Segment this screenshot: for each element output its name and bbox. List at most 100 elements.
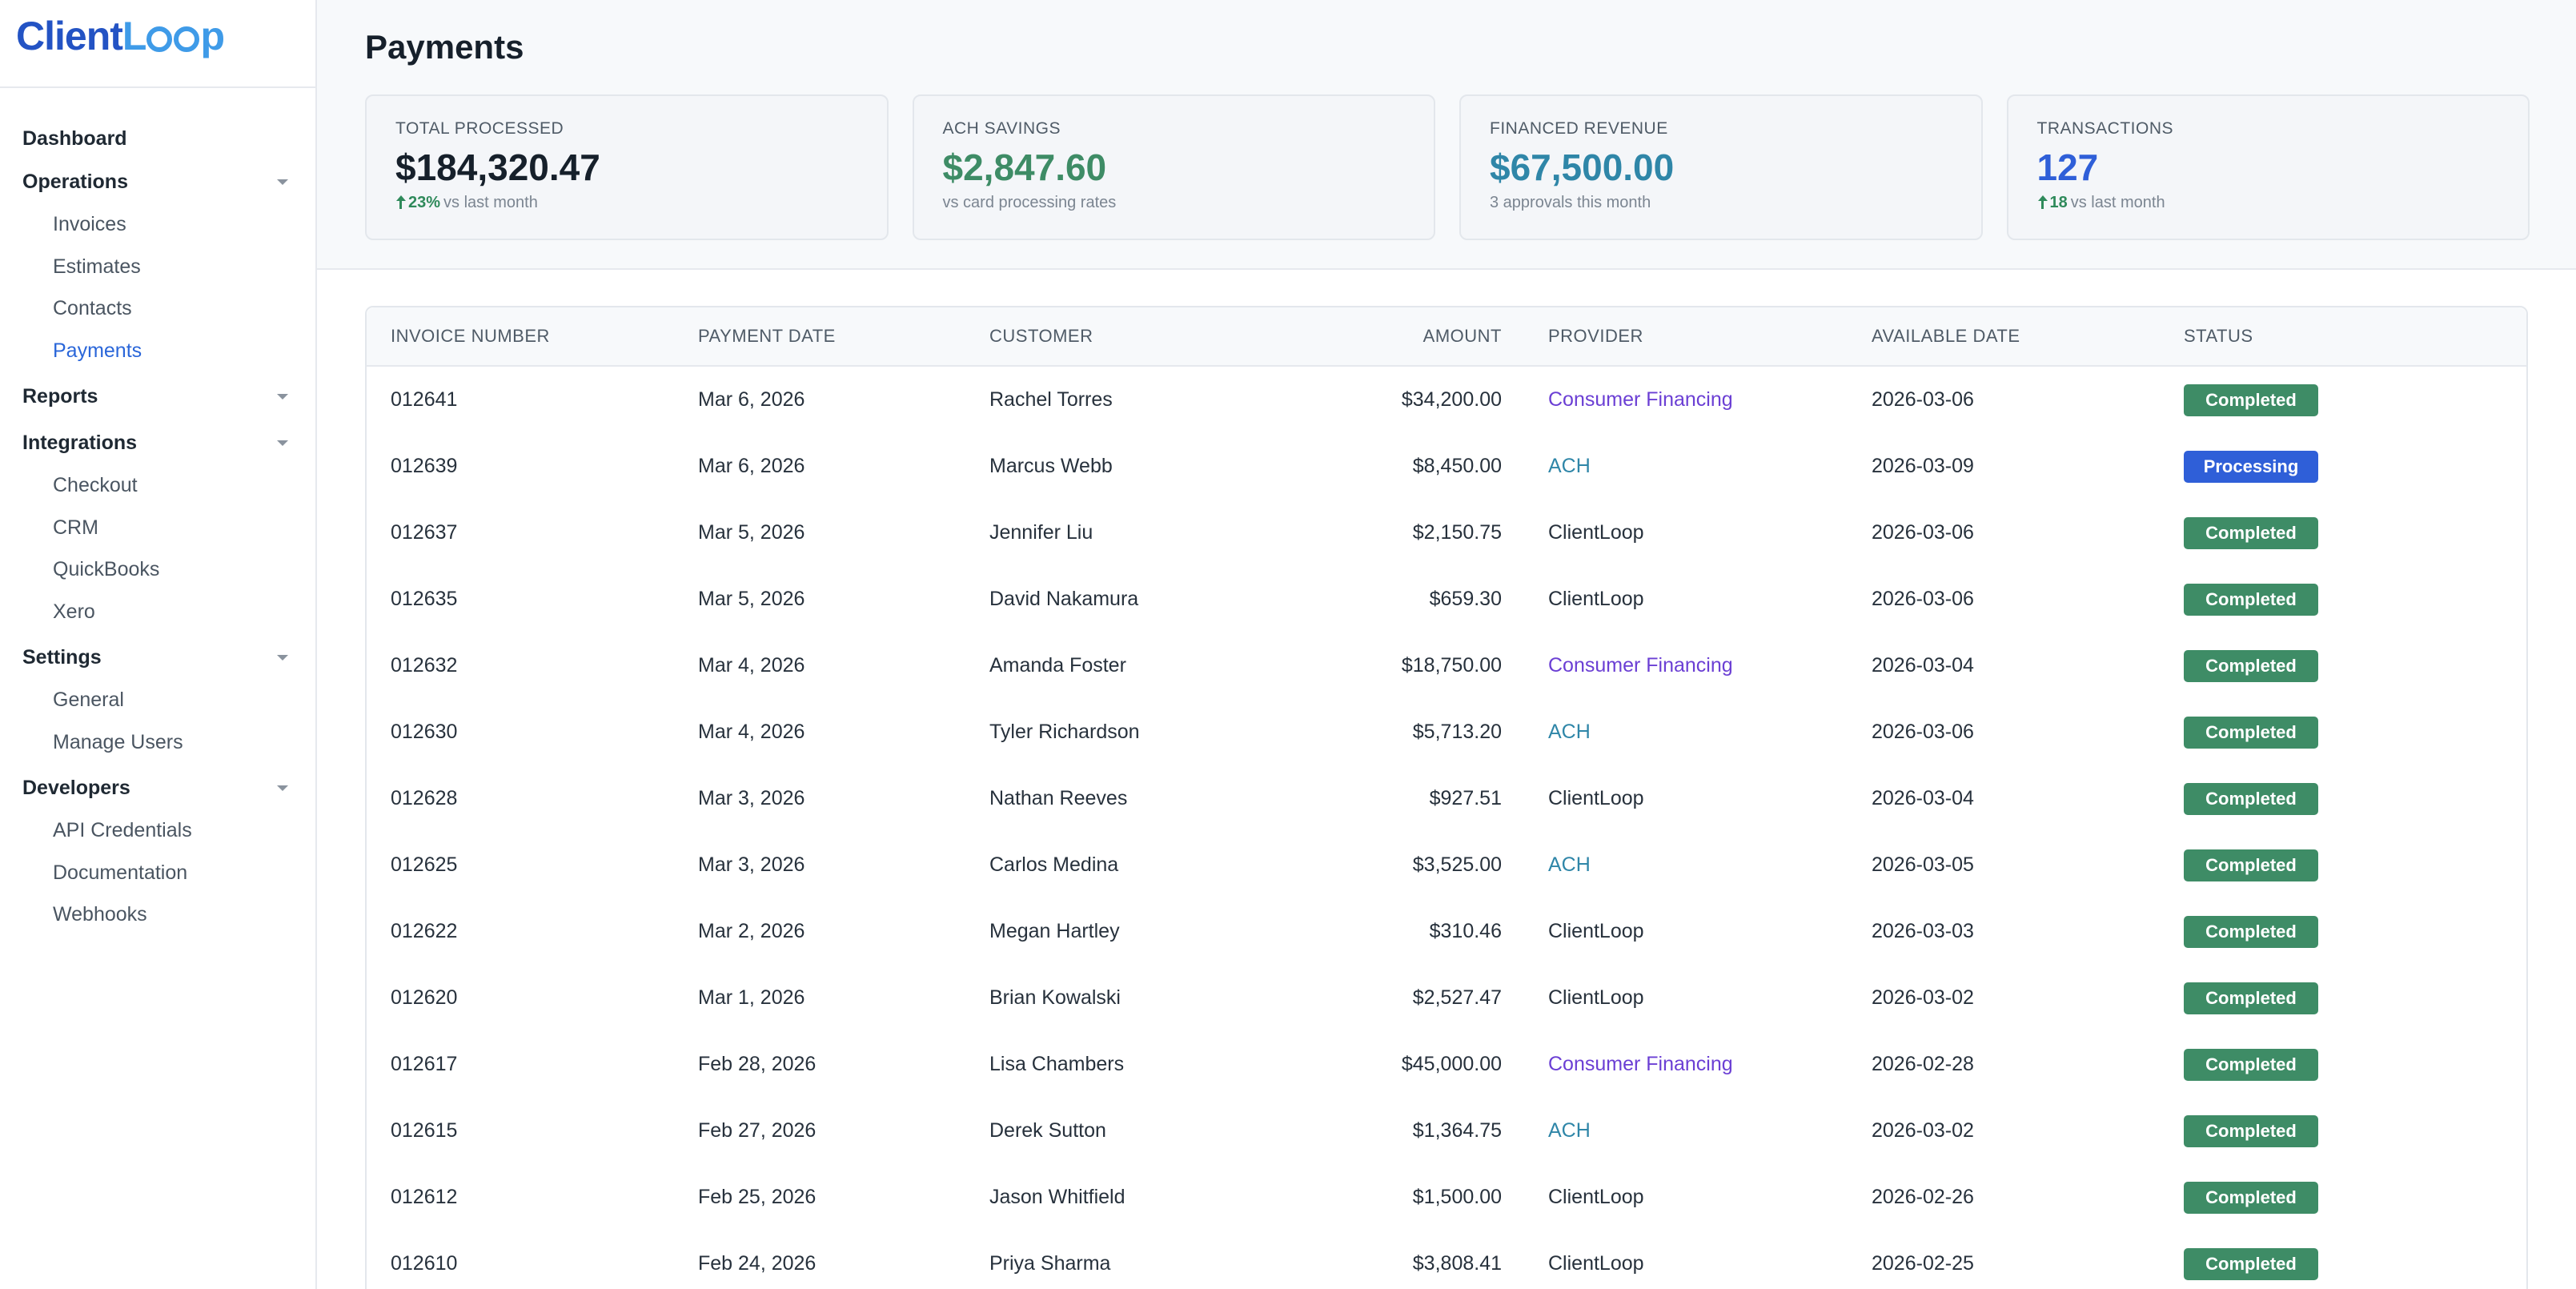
sidebar-item-checkout[interactable]: Checkout	[53, 474, 138, 496]
sidebar-item-settings[interactable]: Settings	[0, 636, 315, 679]
column-header-invoice-number[interactable]: INVOICE NUMBER	[391, 326, 550, 346]
card-delta-value: 23%	[408, 194, 441, 211]
table-row[interactable]: 012628 Mar 3, 2026 Nathan Reeves $927.51 Cli…	[367, 765, 2526, 832]
column-header-amount[interactable]: AMOUNT	[1422, 326, 1502, 346]
sidebar-item-documentation[interactable]: Documentation	[53, 861, 188, 884]
sidebar-item-operations[interactable]: Operations	[0, 160, 315, 203]
column-header-status[interactable]: STATUS	[2184, 326, 2253, 346]
sidebar-item-quickbooks[interactable]: QuickBooks	[53, 558, 160, 580]
cell-status: Completed	[2184, 1114, 2526, 1147]
chevron-down-icon[interactable]	[277, 785, 288, 791]
status-badge: Completed	[2184, 1114, 2318, 1147]
card-value: $67,500.00	[1490, 147, 1675, 188]
table-row[interactable]: 012622 Mar 2, 2026 Megan Hartley $310.46 Cli…	[367, 898, 2526, 965]
status-badge: Completed	[2184, 1247, 2318, 1280]
sidebar-item-general[interactable]: General	[53, 689, 124, 711]
table-row[interactable]: 012632 Mar 4, 2026 Amanda Foster $18,750.00…	[367, 632, 2526, 699]
cell-invoice[interactable]: 012635	[391, 588, 458, 610]
cell-invoice[interactable]: 012617	[391, 1053, 458, 1075]
cell-invoice[interactable]: 012610	[391, 1252, 458, 1275]
cell-amount: $310.46	[1429, 920, 1502, 942]
cell-amount: $18,750.00	[1401, 654, 1502, 677]
table-row[interactable]: 012635 Mar 5, 2026 David Nakamura $659.30 Cl…	[367, 566, 2526, 632]
nav-group-integrations: Integrations Checkout CRM QuickBooks Xero	[0, 421, 315, 632]
column-header-customer[interactable]: CUSTOMER	[989, 326, 1093, 346]
nav-group-settings: Settings General Manage Users	[0, 636, 315, 763]
table-row[interactable]: 012615 Feb 27, 2026 Derek Sutton $1,364.75 A…	[367, 1098, 2526, 1164]
logo-text-client: Client	[16, 14, 123, 58]
table-row[interactable]: 012612 Feb 25, 2026 Jason Whitfield $1,500.…	[367, 1164, 2526, 1231]
table-row[interactable]: 012641 Mar 6, 2026 Rachel Torres $34,200.00…	[367, 367, 2526, 433]
cell-provider: ACH	[1548, 1119, 1591, 1142]
cell-status: Completed	[2184, 1181, 2526, 1214]
cell-invoice[interactable]: 012630	[391, 721, 458, 743]
sidebar-item-reports[interactable]: Reports	[0, 375, 315, 418]
sidebar-item-label: Developers	[22, 777, 130, 799]
cell-invoice[interactable]: 012639	[391, 455, 458, 477]
cell-invoice[interactable]: 012641	[391, 388, 458, 411]
cell-provider: ClientLoop	[1548, 1186, 1644, 1208]
cell-invoice[interactable]: 012625	[391, 853, 458, 876]
sidebar-item-payments[interactable]: Payments	[53, 339, 142, 362]
cell-available: 2026-03-03	[1872, 920, 1974, 942]
cell-invoice[interactable]: 012615	[391, 1119, 458, 1142]
table-row[interactable]: 012617 Feb 28, 2026 Lisa Chambers $45,000.0…	[367, 1031, 2526, 1098]
cell-invoice[interactable]: 012612	[391, 1186, 458, 1208]
sidebar-item-estimates[interactable]: Estimates	[53, 255, 141, 278]
cell-date: Mar 5, 2026	[698, 588, 805, 610]
sidebar-item-manage-users[interactable]: Manage Users	[53, 730, 183, 753]
sidebar-item-invoices[interactable]: Invoices	[53, 213, 126, 235]
sidebar-item-api-credentials[interactable]: API Credentials	[53, 819, 192, 841]
cell-amount: $927.51	[1429, 787, 1502, 809]
card-value: 127	[2036, 147, 2099, 188]
cell-invoice[interactable]: 012637	[391, 521, 458, 544]
card-value: $184,320.47	[395, 147, 600, 188]
status-badge: Completed	[2184, 982, 2318, 1014]
table-row[interactable]: 012637 Mar 5, 2026 Jennifer Liu $2,150.75 Cl…	[367, 500, 2526, 566]
sidebar-item-integrations[interactable]: Integrations	[0, 421, 315, 464]
cell-available: 2026-03-02	[1872, 1119, 1974, 1142]
column-header-available-date[interactable]: AVAILABLE DATE	[1872, 326, 2020, 346]
table-row[interactable]: 012610 Feb 24, 2026 Priya Sharma $3,808.41 C…	[367, 1231, 2526, 1289]
card-sub-label: 3 approvals this month	[1490, 194, 1651, 211]
status-badge: Completed	[2184, 915, 2318, 948]
table-row[interactable]: 012630 Mar 4, 2026 Tyler Richardson $5,713.…	[367, 699, 2526, 765]
cell-available: 2026-03-06	[1872, 721, 1974, 743]
table-row[interactable]: 012639 Mar 6, 2026 Marcus Webb $8,450.00 ACH…	[367, 433, 2526, 500]
chevron-down-icon[interactable]	[277, 179, 288, 185]
cell-customer: Priya Sharma	[989, 1252, 1111, 1275]
status-badge: Completed	[2184, 583, 2318, 616]
column-header-payment-date[interactable]: PAYMENT DATE	[698, 326, 836, 346]
cell-customer: Derek Sutton	[989, 1119, 1106, 1142]
chevron-down-icon[interactable]	[277, 654, 288, 661]
sidebar-item-crm[interactable]: CRM	[53, 516, 98, 539]
cell-invoice[interactable]: 012620	[391, 986, 458, 1009]
cell-available: 2026-03-06	[1872, 588, 1974, 610]
card-value: $2,847.60	[942, 147, 1107, 188]
cell-provider: ACH	[1548, 721, 1591, 743]
sidebar-item-label: Integrations	[22, 432, 138, 454]
cell-provider: Consumer Financing	[1548, 1053, 1733, 1075]
chevron-down-icon[interactable]	[277, 393, 288, 400]
chevron-down-icon[interactable]	[277, 440, 288, 446]
cell-provider: ClientLoop	[1548, 787, 1644, 809]
column-header-provider[interactable]: PROVIDER	[1548, 326, 1643, 346]
sidebar-item-developers[interactable]: Developers	[0, 766, 315, 809]
cell-amount: $1,364.75	[1412, 1119, 1502, 1142]
table-row[interactable]: 012620 Mar 1, 2026 Brian Kowalski $2,527.47…	[367, 965, 2526, 1031]
cell-invoice[interactable]: 012628	[391, 787, 458, 809]
sidebar-item-dashboard[interactable]: Dashboard	[0, 117, 315, 160]
nav-group-developers: Developers API Credentials Documentation We…	[0, 766, 315, 936]
table-row[interactable]: 012625 Mar 3, 2026 Carlos Medina $3,525.00 A…	[367, 832, 2526, 898]
cell-status: Completed	[2184, 1247, 2526, 1280]
card-subtext: 18 vs last month	[2037, 192, 2500, 213]
cell-invoice[interactable]: 012622	[391, 920, 458, 942]
sidebar-item-contacts[interactable]: Contacts	[53, 297, 132, 319]
status-badge: Completed	[2184, 782, 2318, 815]
card-label: ACH SAVINGS	[942, 119, 1061, 138]
table-body: 012641 Mar 6, 2026 Rachel Torres $34,200.00…	[367, 367, 2526, 1289]
sidebar-item-webhooks[interactable]: Webhooks	[53, 903, 147, 926]
sidebar-item-xero[interactable]: Xero	[53, 600, 95, 623]
cell-invoice[interactable]: 012632	[391, 654, 458, 677]
